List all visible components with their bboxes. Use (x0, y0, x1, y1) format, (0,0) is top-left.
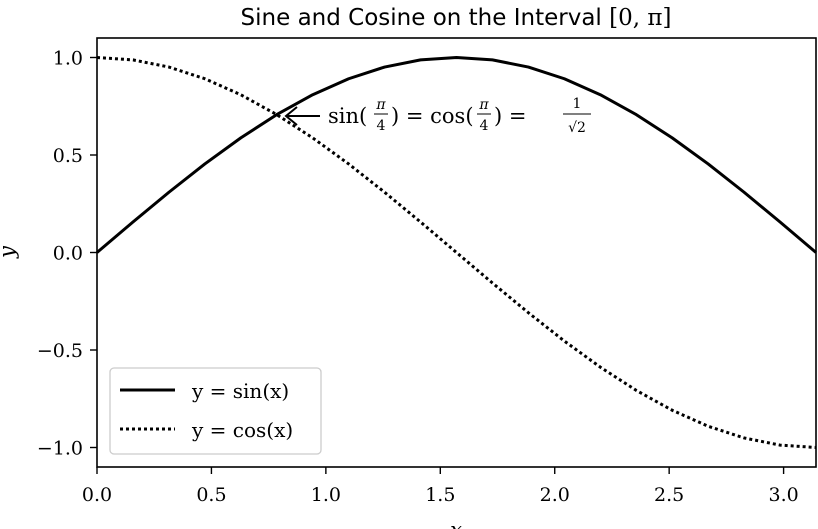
annotation-eq: ) = (494, 104, 526, 128)
y-tick-label: 0.0 (53, 243, 83, 265)
x-tick-label: 1.0 (311, 484, 341, 506)
annotation-cos: ) = cos( (391, 104, 474, 128)
x-axis-label: x (450, 518, 462, 529)
x-tick-label: 2.5 (654, 484, 684, 506)
y-axis-label: y (0, 245, 19, 259)
chart-title-text: Sine and Cosine on the Interval (241, 5, 610, 31)
y-tick-label: −1.0 (37, 438, 83, 460)
annotation-frac3-one: 1 (573, 96, 582, 112)
y-tick-label: −0.5 (37, 340, 83, 362)
annotation-frac2-four: 4 (480, 118, 489, 134)
x-tick-label: 0.0 (82, 484, 112, 506)
x-tick-label: 0.5 (196, 484, 226, 506)
y-tick-label: 0.5 (53, 145, 83, 167)
x-tick-label: 1.5 (425, 484, 455, 506)
annotation-frac1-pi: π (375, 97, 386, 113)
chart-title-math: [0, π] (609, 5, 671, 31)
annotation-frac3-sqrt2: √2 (568, 120, 586, 136)
legend-sin-label: y = sin(x) (191, 379, 289, 403)
annotation-frac2-pi: π (478, 97, 489, 113)
legend-cos-label: y = cos(x) (191, 418, 293, 442)
annotation-sin: sin( (328, 104, 367, 128)
tick-layer: 0.0 0.5 1.0 1.5 2.0 2.5 3.0 −1.0 −0.5 0.0 0.5 1.0 (37, 48, 799, 507)
x-tick-label: 2.0 (540, 484, 570, 506)
chart-title: Sine and Cosine on the Interval [0, π] (241, 5, 672, 31)
annotation-frac1-four: 4 (377, 118, 386, 134)
x-tick-label: 3.0 (768, 484, 798, 506)
annotation: sin( π 4 ) = cos( π 4 ) = 1 √2 (284, 96, 591, 136)
annotation-arrowhead (284, 106, 298, 126)
y-tick-label: 1.0 (53, 48, 83, 70)
legend: y = sin(x) y = cos(x) (109, 367, 322, 455)
series-layer (96, 56, 817, 449)
series-line-sin (96, 56, 817, 254)
